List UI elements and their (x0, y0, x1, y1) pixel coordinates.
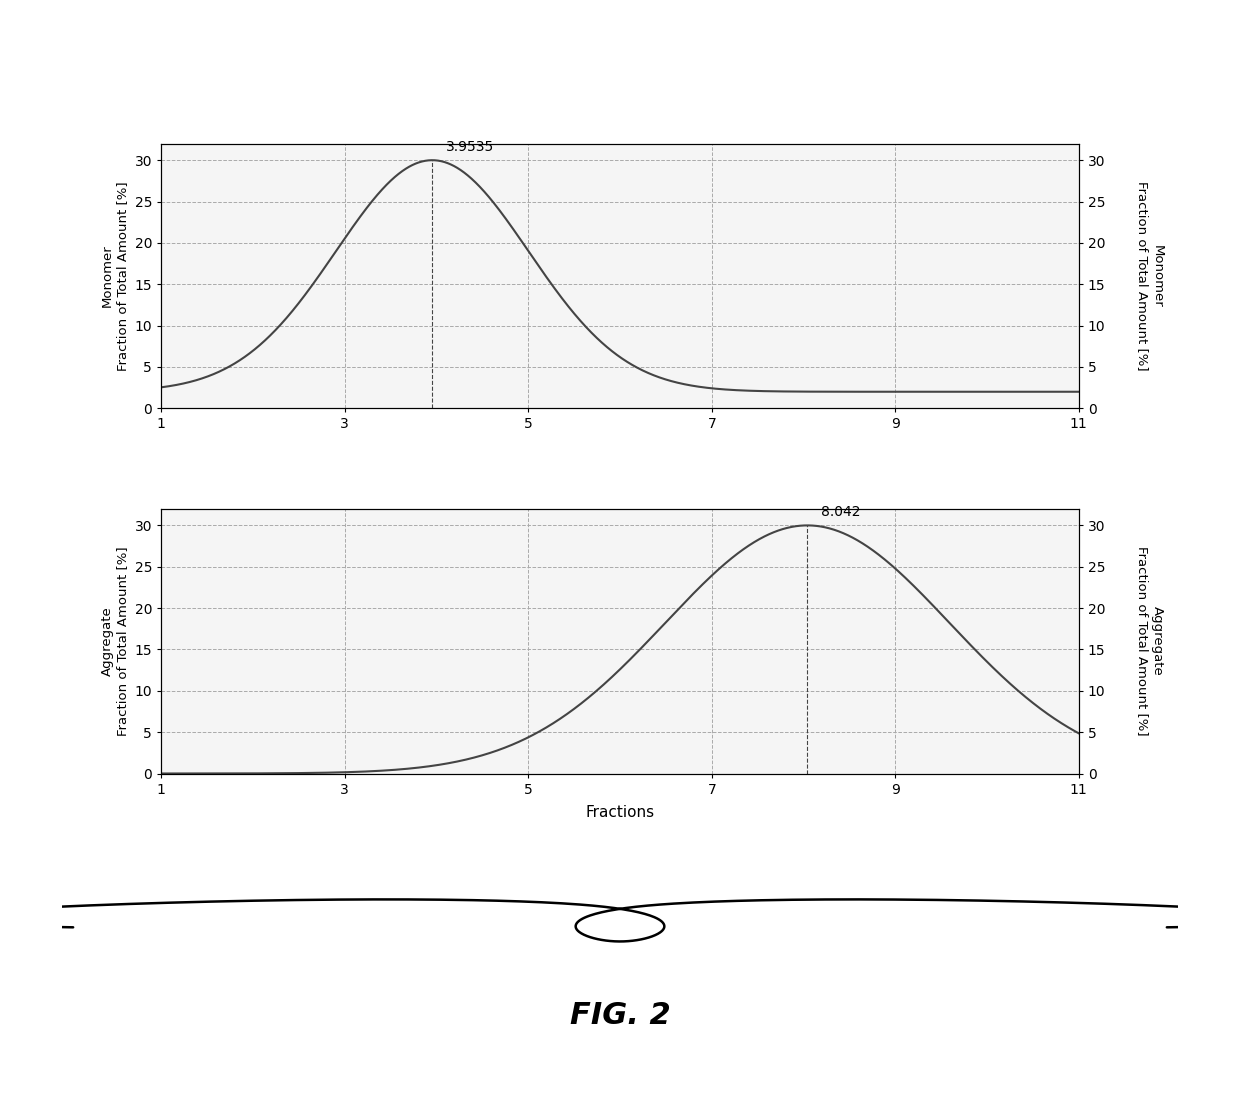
Text: FIG. 2: FIG. 2 (569, 1001, 671, 1030)
Y-axis label: Monomer
Fraction of Total Amount [%]: Monomer Fraction of Total Amount [%] (1136, 181, 1164, 371)
Text: 8.042: 8.042 (821, 505, 861, 518)
X-axis label: Fractions: Fractions (585, 804, 655, 820)
Text: 3.9535: 3.9535 (446, 139, 495, 154)
Y-axis label: Aggregate
Fraction of Total Amount [%]: Aggregate Fraction of Total Amount [%] (100, 546, 129, 736)
Y-axis label: Aggregate
Fraction of Total Amount [%]: Aggregate Fraction of Total Amount [%] (1136, 546, 1164, 736)
Y-axis label: Monomer
Fraction of Total Amount [%]: Monomer Fraction of Total Amount [%] (100, 181, 129, 371)
